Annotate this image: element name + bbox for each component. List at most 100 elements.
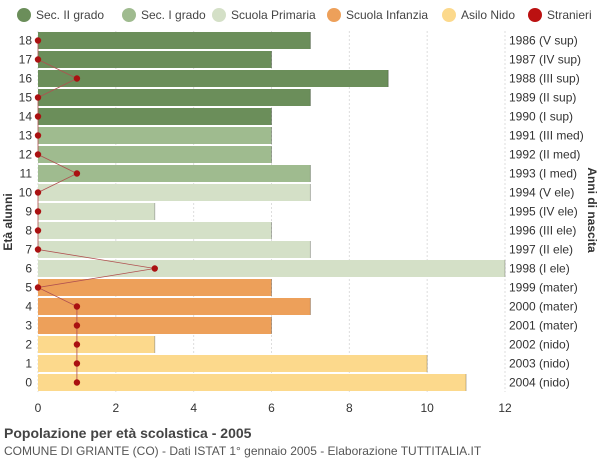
- population-bar-chart: Sec. II grado Sec. I grado Scuola Primaria…: [1, 8, 599, 415]
- bar: [38, 146, 272, 163]
- legend-label: Sec. II grado: [36, 8, 104, 22]
- age-tick-label: 10: [19, 186, 33, 200]
- age-tick-label: 5: [25, 281, 32, 295]
- birth-year-tick-label: 1991 (III med): [509, 129, 584, 143]
- birth-year-tick-label: 1988 (III sup): [509, 72, 580, 86]
- legend-label: Scuola Infanzia: [346, 8, 428, 22]
- stranieri-point: [73, 379, 81, 386]
- birth-year-tick-label: 1998 (I ele): [509, 262, 570, 276]
- stranieri-point: [34, 132, 42, 139]
- stranieri-point: [151, 265, 158, 272]
- x-tick-label: 4: [190, 401, 197, 415]
- age-tick-label: 18: [19, 34, 33, 48]
- birth-year-tick-label: 1992 (II med): [509, 148, 580, 162]
- bar: [38, 279, 272, 296]
- bar: [38, 51, 272, 68]
- age-tick-label: 2: [25, 338, 32, 352]
- stranieri-point: [73, 303, 81, 310]
- birth-year-tick-label: 2003 (nido): [509, 357, 570, 371]
- stranieri-point: [73, 170, 81, 177]
- x-tick-label: 6: [268, 401, 275, 415]
- bar: [38, 355, 428, 372]
- bar: [38, 298, 311, 315]
- chart-title: Popolazione per età scolastica - 2005: [4, 425, 252, 441]
- legend-swatch: [17, 8, 31, 22]
- age-tick-label: 15: [19, 91, 33, 105]
- stranieri-point: [34, 284, 42, 291]
- legend-item: Stranieri: [528, 8, 592, 22]
- birth-year-tick-label: 1990 (I sup): [509, 110, 573, 124]
- age-tick-label: 3: [25, 319, 32, 333]
- age-tick-label: 7: [25, 243, 32, 257]
- bar: [38, 260, 505, 277]
- stranieri-point: [73, 322, 81, 329]
- chart-subtitle: COMUNE DI GRIANTE (CO) - Dati ISTAT 1° g…: [4, 444, 482, 458]
- bar: [38, 203, 155, 220]
- age-tick-label: 13: [19, 129, 33, 143]
- legend-swatch: [442, 8, 456, 22]
- birth-year-tick-label: 1986 (V sup): [509, 34, 578, 48]
- bar: [38, 336, 155, 353]
- age-tick-label: 8: [25, 224, 32, 238]
- age-tick-label: 11: [20, 167, 33, 181]
- x-tick-label: 8: [346, 401, 353, 415]
- bar: [38, 184, 311, 201]
- bar: [38, 89, 311, 106]
- birth-year-tick-label: 1993 (I med): [509, 167, 577, 181]
- age-tick-label: 17: [19, 53, 33, 67]
- stranieri-point: [34, 113, 42, 120]
- y-axis-title-left: Età alunni: [1, 193, 15, 250]
- y-axis-title-right: Anni di nascita: [585, 167, 599, 253]
- stranieri-point: [34, 94, 42, 101]
- birth-year-tick-label: 2004 (nido): [509, 376, 570, 390]
- birth-year-tick-label: 1987 (IV sup): [509, 53, 581, 67]
- birth-year-tick-label: 1989 (II sup): [509, 91, 576, 105]
- bar: [38, 165, 311, 182]
- x-tick-label: 2: [112, 401, 119, 415]
- age-tick-label: 0: [25, 376, 32, 390]
- birth-year-tick-label: 2001 (mater): [509, 319, 578, 333]
- legend-swatch: [212, 8, 226, 22]
- legend-swatch: [327, 8, 341, 22]
- bar: [38, 127, 272, 144]
- stranieri-point: [34, 37, 42, 44]
- age-tick-label: 9: [25, 205, 32, 219]
- age-tick-label: 4: [25, 300, 32, 314]
- stranieri-series: [34, 37, 158, 386]
- age-tick-label: 1: [25, 357, 32, 371]
- birth-year-tick-label: 1999 (mater): [509, 281, 578, 295]
- birth-year-tick-label: 1995 (IV ele): [509, 205, 578, 219]
- stranieri-point: [73, 341, 81, 348]
- birth-year-tick-label: 2002 (nido): [509, 338, 570, 352]
- stranieri-point: [34, 208, 42, 215]
- x-tick-label: 0: [35, 401, 42, 415]
- legend-item: Sec. II grado: [17, 8, 104, 22]
- bar: [38, 32, 311, 49]
- y-tick-labels: 18 1986 (V sup)17 1987 (IV sup)16 1988 (III…: [19, 34, 584, 390]
- legend-label: Sec. I grado: [141, 8, 206, 22]
- age-tick-label: 14: [19, 110, 33, 124]
- stranieri-point: [34, 151, 42, 158]
- x-tick-label: 12: [498, 401, 512, 415]
- bar: [38, 241, 311, 258]
- stranieri-point: [34, 189, 42, 196]
- stranieri-point: [34, 56, 42, 63]
- bar: [38, 70, 389, 87]
- stranieri-point: [73, 75, 81, 82]
- bar: [38, 108, 272, 125]
- birth-year-tick-label: 1994 (V ele): [509, 186, 574, 200]
- bar: [38, 374, 467, 391]
- legend-label: Scuola Primaria: [231, 8, 316, 22]
- bar: [38, 222, 272, 239]
- stranieri-point: [34, 227, 42, 234]
- legend-swatch: [528, 8, 542, 22]
- bar: [38, 317, 272, 334]
- age-tick-label: 16: [19, 72, 33, 86]
- stranieri-point: [34, 246, 42, 253]
- legend-item: Scuola Primaria: [212, 8, 316, 22]
- legend-label: Asilo Nido: [461, 8, 515, 22]
- legend-swatch: [122, 8, 136, 22]
- birth-year-tick-label: 1997 (II ele): [509, 243, 573, 257]
- x-tick-label: 10: [420, 401, 434, 415]
